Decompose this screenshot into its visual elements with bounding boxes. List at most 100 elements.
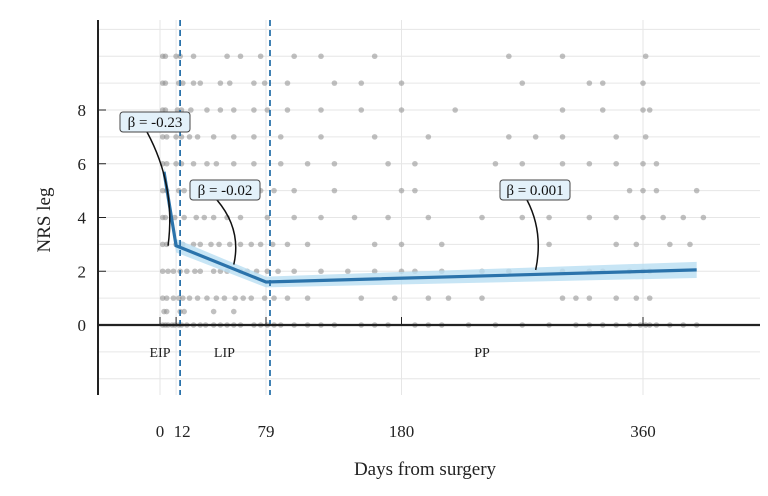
data-point xyxy=(599,107,606,113)
data-point xyxy=(163,295,170,301)
x-tick-label: 180 xyxy=(389,422,415,441)
data-point xyxy=(653,160,660,167)
data-point xyxy=(546,241,552,248)
data-point xyxy=(264,107,271,113)
data-point xyxy=(190,160,197,167)
y-tick-label: 0 xyxy=(78,316,87,335)
data-point xyxy=(181,308,187,315)
data-point xyxy=(479,214,485,221)
data-point xyxy=(331,80,338,86)
data-point xyxy=(264,268,271,275)
data-point xyxy=(318,107,324,113)
data-point xyxy=(230,308,237,315)
data-point xyxy=(240,295,246,301)
data-point xyxy=(248,295,255,301)
data-point xyxy=(646,295,653,301)
data-point xyxy=(159,295,166,301)
data-point xyxy=(331,187,338,194)
data-point xyxy=(546,214,552,221)
data-point xyxy=(194,295,201,301)
data-point xyxy=(173,53,179,60)
data-point xyxy=(304,241,311,248)
data-point xyxy=(613,295,619,301)
data-point xyxy=(291,268,297,275)
data-point xyxy=(173,160,179,167)
data-point xyxy=(613,214,619,221)
data-point xyxy=(165,268,171,275)
data-point xyxy=(248,241,255,248)
data-point xyxy=(251,107,257,113)
data-point xyxy=(667,241,673,248)
data-point xyxy=(559,53,566,60)
data-point xyxy=(204,107,210,113)
data-point xyxy=(224,53,230,60)
data-point xyxy=(284,107,291,113)
data-point xyxy=(398,107,405,113)
data-point xyxy=(586,214,593,221)
data-point xyxy=(213,160,220,167)
data-point xyxy=(163,160,170,167)
data-point xyxy=(232,295,238,301)
annotation-label: β = -0.23 xyxy=(128,115,183,131)
x-tick-label: 360 xyxy=(630,422,656,441)
data-point xyxy=(445,295,452,301)
data-point xyxy=(519,80,526,86)
data-point xyxy=(230,160,237,167)
data-point xyxy=(646,107,653,113)
data-point xyxy=(700,214,707,221)
data-point xyxy=(398,187,405,194)
data-point xyxy=(162,107,169,113)
data-point xyxy=(599,80,606,86)
y-axis-label: NRS leg xyxy=(34,187,55,252)
data-point xyxy=(197,241,204,248)
data-point xyxy=(170,295,177,301)
data-point xyxy=(163,308,170,315)
data-point xyxy=(642,134,649,140)
y-tick-label: 4 xyxy=(78,209,87,228)
data-point xyxy=(192,268,198,275)
data-point xyxy=(277,134,284,140)
data-point xyxy=(271,187,277,194)
data-point xyxy=(633,295,640,301)
data-point xyxy=(304,295,311,301)
data-point xyxy=(291,214,297,221)
data-point xyxy=(186,134,193,140)
data-point xyxy=(291,187,297,194)
data-point xyxy=(204,295,210,301)
data-point xyxy=(559,160,566,167)
data-point xyxy=(277,160,284,167)
data-point xyxy=(181,214,187,221)
data-point xyxy=(371,268,378,275)
y-tick-label: 8 xyxy=(78,101,87,120)
annotation-box xyxy=(119,111,191,133)
data-point xyxy=(188,107,194,113)
data-point xyxy=(190,53,197,60)
data-point xyxy=(640,187,646,194)
data-point xyxy=(210,214,217,221)
data-point xyxy=(230,134,237,140)
data-point xyxy=(261,80,268,86)
data-point xyxy=(532,134,539,140)
data-point xyxy=(174,107,181,113)
data-point xyxy=(204,160,210,167)
data-point xyxy=(412,187,418,194)
data-point xyxy=(304,160,311,167)
data-point xyxy=(173,134,179,140)
data-point xyxy=(653,187,660,194)
data-point xyxy=(452,107,458,113)
data-point xyxy=(331,160,338,167)
data-point xyxy=(358,295,365,301)
data-point xyxy=(210,308,217,315)
data-point xyxy=(171,214,178,221)
data-point xyxy=(519,160,526,167)
data-point xyxy=(162,53,169,60)
phase-label: EIP xyxy=(150,346,171,361)
data-point xyxy=(506,134,512,140)
data-point xyxy=(159,241,166,248)
data-point xyxy=(216,241,222,248)
data-point xyxy=(398,80,405,86)
data-point xyxy=(194,134,201,140)
data-point xyxy=(680,214,687,221)
data-point xyxy=(159,187,166,194)
